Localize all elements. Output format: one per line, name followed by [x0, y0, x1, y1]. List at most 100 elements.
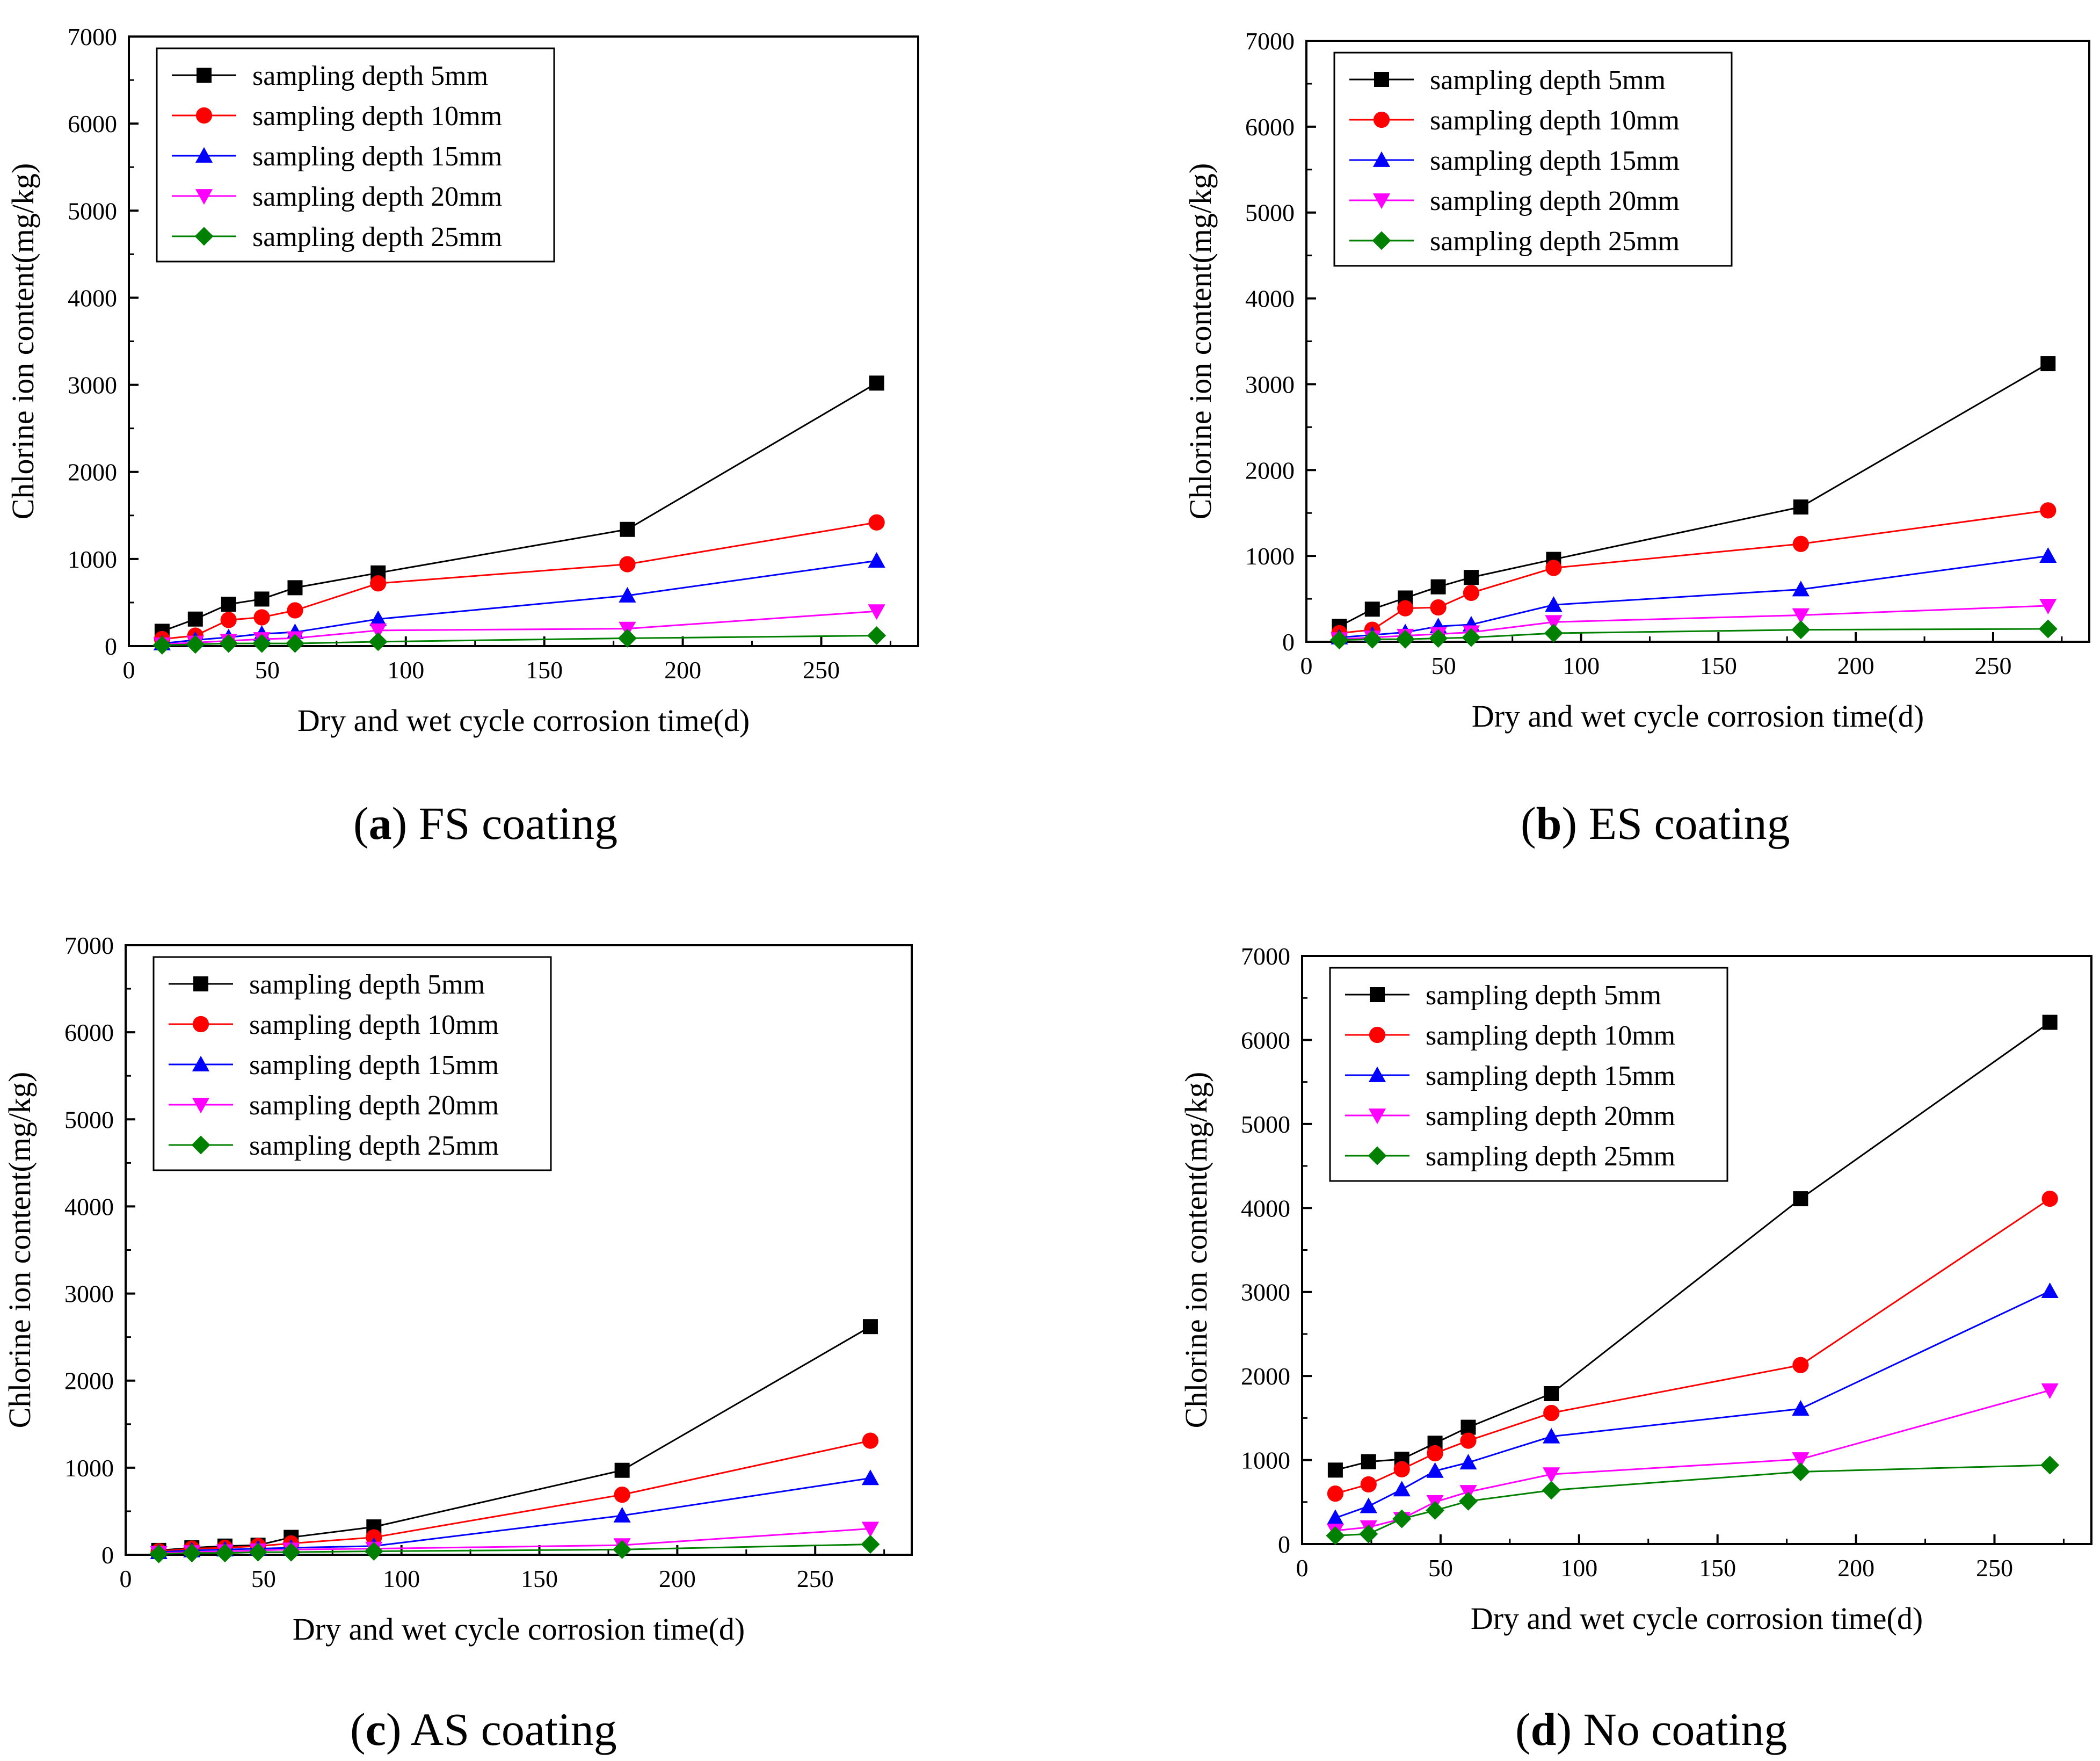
data-point [368, 632, 388, 651]
legend-label: sampling depth 10mm [252, 101, 502, 132]
data-point [1426, 1501, 1445, 1520]
legend: sampling depth 5mm sampling depth 10mm sam… [156, 47, 555, 263]
x-tick-label: 100 [1560, 1554, 1597, 1582]
legend: sampling depth 5mm sampling depth 10mm sam… [1329, 967, 1728, 1182]
x-axis-label: Dry and wet cycle corrosion time(d) [293, 1612, 745, 1647]
chart-panel-a: 0 1000 2000 3000 4000 5000 6000 7000 0 50 100 150 20… [5, 23, 919, 738]
data-point [1359, 1524, 1378, 1543]
data-point [1393, 1481, 1411, 1497]
data-point [1793, 499, 1808, 515]
data-point [1793, 1191, 1808, 1207]
series-2 [1327, 1190, 2058, 1502]
data-point [1326, 1526, 1345, 1545]
series-line [158, 1440, 871, 1553]
data-point [1329, 631, 1349, 650]
x-axis-label: Dry and wet cycle corrosion time(d) [1472, 699, 1924, 734]
data-point [1792, 581, 1810, 597]
data-point [369, 623, 387, 639]
data-point [1460, 1419, 1476, 1435]
data-point [2042, 1014, 2058, 1030]
x-tick-label: 200 [1837, 1554, 1874, 1582]
series-1 [1327, 1014, 2058, 1478]
caption-c: (c) AS coating [350, 1704, 617, 1755]
legend-marker [195, 189, 213, 205]
y-tick-label: 6000 [64, 1019, 114, 1046]
x-tick-label: 150 [1700, 652, 1737, 679]
y-tick-label: 1000 [68, 546, 117, 573]
y-tick-label: 3000 [1241, 1279, 1290, 1306]
data-point [1792, 535, 1809, 552]
legend-label: sampling depth 20mm [1426, 1101, 1675, 1132]
data-point [1326, 1509, 1344, 1525]
data-point [1327, 1485, 1344, 1502]
legend-marker [1368, 1108, 1386, 1125]
series-line [1339, 509, 2048, 634]
data-point [619, 556, 636, 572]
y-tick-label: 4000 [68, 284, 117, 311]
data-point [861, 1521, 880, 1538]
chart-panel-c: 0 1000 2000 3000 4000 5000 6000 7000 0 50 100 150 20… [2, 932, 913, 1647]
data-point [620, 521, 635, 537]
data-point [1364, 602, 1380, 617]
data-point [1792, 1452, 1810, 1468]
x-tick-label: 0 [1300, 652, 1313, 679]
data-point [614, 1487, 630, 1503]
y-tick-label: 0 [101, 1541, 114, 1569]
legend-label: sampling depth 5mm [1430, 65, 1666, 96]
y-tick-label: 1000 [64, 1454, 114, 1482]
y-tick-label: 7000 [68, 23, 117, 50]
y-tick-label: 2000 [1245, 456, 1295, 484]
chart-panel-b: 0 1000 2000 3000 4000 5000 6000 7000 0 50 100 150 20… [1183, 27, 2090, 734]
x-tick-label: 200 [1837, 652, 1874, 679]
legend-label: sampling depth 10mm [1430, 105, 1680, 136]
x-tick-label: 250 [1974, 652, 2011, 679]
series-2 [1331, 502, 2057, 642]
data-point [1791, 1462, 1810, 1481]
data-point [1327, 1462, 1343, 1478]
data-point [2041, 1383, 2059, 1399]
legend-marker [193, 976, 208, 991]
y-tick-label: 1000 [1241, 1447, 1290, 1474]
legend-marker [192, 1016, 209, 1033]
data-point [1792, 1400, 1810, 1416]
series-line [1339, 605, 2048, 640]
series-1 [151, 1319, 878, 1558]
x-tick-label: 50 [251, 1565, 276, 1592]
y-tick-label: 6000 [68, 110, 117, 137]
legend-label: sampling depth 15mm [249, 1050, 499, 1081]
data-point [614, 1462, 630, 1478]
legend-label: sampling depth 5mm [249, 969, 485, 1000]
data-point [2041, 1282, 2059, 1299]
data-point [1429, 629, 1448, 648]
data-point [1460, 1432, 1477, 1449]
data-point [1792, 1357, 1809, 1373]
data-point [1792, 608, 1810, 624]
x-axis-label: Dry and wet cycle corrosion time(d) [1471, 1601, 1923, 1636]
data-point [149, 1544, 169, 1563]
data-point [862, 1432, 879, 1449]
data-point [619, 586, 636, 603]
y-tick-label: 3000 [64, 1280, 114, 1308]
data-point [2038, 619, 2058, 639]
legend-marker [1369, 1026, 1386, 1043]
legend-label: sampling depth 15mm [252, 141, 502, 172]
legend-marker [1372, 151, 1391, 167]
data-point [1462, 628, 1481, 647]
series-line [162, 521, 877, 640]
series-line [158, 1325, 871, 1552]
y-tick-label: 2000 [68, 459, 117, 486]
y-tick-label: 3000 [68, 372, 117, 399]
legend-marker [1368, 1146, 1387, 1165]
x-tick-label: 250 [1976, 1554, 2013, 1582]
data-point [182, 1543, 201, 1563]
legend-marker [195, 147, 213, 163]
legend-label: sampling depth 25mm [1430, 226, 1680, 257]
data-point [861, 1469, 880, 1485]
y-tick-label: 0 [1282, 628, 1295, 656]
data-point [1543, 1467, 1560, 1483]
data-point [1544, 624, 1563, 643]
data-point [2039, 547, 2057, 563]
data-point [1459, 1454, 1477, 1470]
series-2 [154, 514, 885, 648]
